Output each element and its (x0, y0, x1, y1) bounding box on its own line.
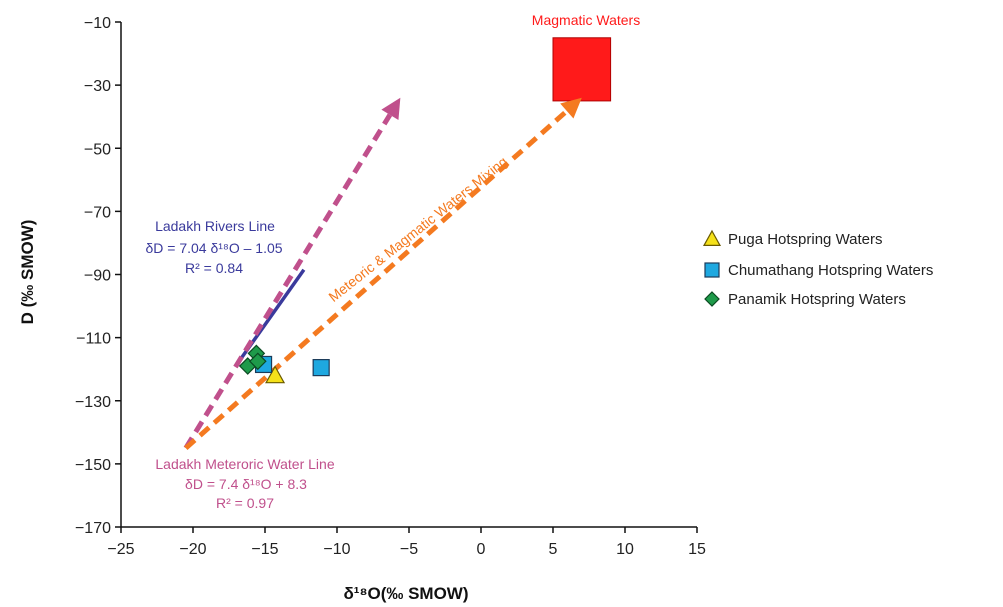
legend-entry-label: Panamik Hotspring Waters (728, 291, 906, 308)
x-tick-label: 15 (688, 541, 706, 558)
y-tick-label: −170 (75, 520, 111, 537)
magmatic-waters-label: Magmatic Waters (532, 12, 640, 28)
meteoric-line-text: Ladakh Meteroric Water Line (155, 456, 334, 472)
y-tick-label: −70 (84, 204, 111, 221)
mixing-line-label: Meteoric & Magmatic Waters Mixing (325, 153, 510, 305)
x-tick-label: −25 (107, 541, 134, 558)
meteoric-water-line-arrow (183, 113, 393, 450)
x-tick-label: −5 (400, 541, 418, 558)
rivers-line-text: R² = 0.84 (185, 260, 243, 276)
y-tick-label: −90 (84, 268, 111, 285)
rivers-line-text: δD = 7.04 δ¹⁸O – 1.05 (145, 240, 282, 256)
y-tick-label: −130 (75, 394, 111, 411)
y-tick-label: −30 (84, 78, 111, 95)
x-tick-label: 5 (549, 541, 558, 558)
x-tick-label: 0 (477, 541, 486, 558)
y-tick-label: −150 (75, 457, 111, 474)
chart-marks (183, 37, 612, 450)
magmatic-waters-box (552, 37, 612, 102)
legend-entry-label: Chumathang Hotspring Waters (728, 262, 933, 279)
mixing-arrow-head (560, 97, 582, 119)
square-data-point (312, 359, 330, 377)
legend-square-icon (704, 262, 720, 278)
y-tick-label: −50 (84, 141, 111, 158)
legend-triangle-icon (702, 229, 722, 246)
chart-ticks: −25 −20 −15 −10 −5 0 5 10 15−10−30−50−70−90−110−… (75, 15, 706, 558)
chart-points (238, 344, 330, 384)
x-tick-label: −15 (251, 541, 278, 558)
x-tick-label: 10 (616, 541, 634, 558)
mixing-line-arrow (184, 109, 569, 450)
x-axis-title: δ¹⁸O(‰ SMOW) (343, 584, 468, 603)
diamond-data-point (248, 352, 267, 371)
y-axis-title: D (‰ SMOW) (18, 220, 37, 325)
y-tick-label: −110 (76, 331, 111, 348)
x-tick-label: −10 (323, 541, 350, 558)
meteoric-arrow-head (381, 97, 401, 121)
meteoric-line-text: δD = 7.4 δ¹⁸O + 8.3 (185, 476, 307, 492)
legend-diamond-icon (704, 291, 720, 307)
rivers-line-text: Ladakh Rivers Line (155, 218, 275, 234)
x-tick-label: −20 (179, 541, 206, 558)
chart-legend: Puga Hotspring Waters Chumathang Hotsprin… (702, 229, 933, 308)
legend-entry-label: Puga Hotspring Waters (728, 231, 883, 248)
triangle-data-point (265, 365, 286, 384)
meteoric-line-text: R² = 0.97 (216, 495, 274, 511)
y-tick-label: −10 (84, 15, 111, 32)
